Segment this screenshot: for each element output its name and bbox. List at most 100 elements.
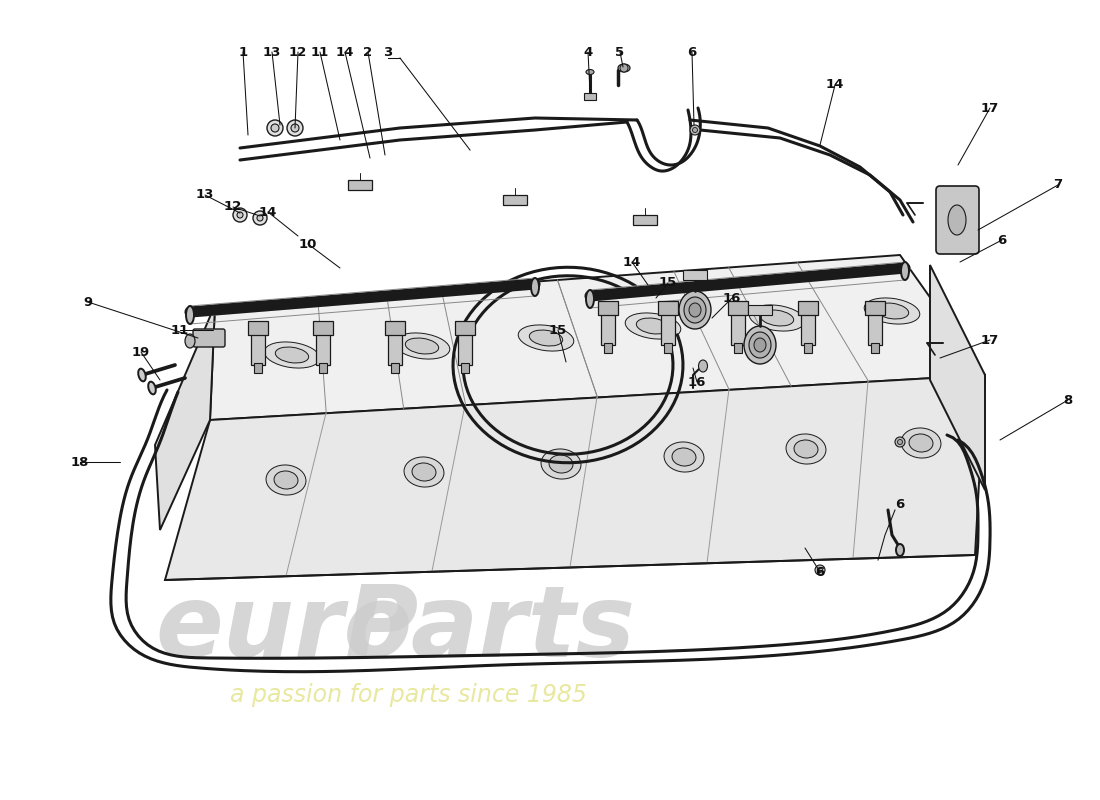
Text: 6: 6 bbox=[688, 46, 696, 58]
Text: a passion for parts since 1985: a passion for parts since 1985 bbox=[230, 683, 587, 707]
Bar bbox=[251, 325, 265, 365]
Bar bbox=[804, 343, 812, 353]
Circle shape bbox=[620, 64, 628, 72]
Bar bbox=[734, 343, 742, 353]
Ellipse shape bbox=[749, 332, 771, 358]
Text: 16: 16 bbox=[688, 375, 706, 389]
Bar bbox=[798, 301, 818, 315]
Ellipse shape bbox=[549, 455, 573, 473]
Text: 15: 15 bbox=[549, 323, 568, 337]
Ellipse shape bbox=[529, 330, 563, 346]
Bar bbox=[458, 325, 472, 365]
Ellipse shape bbox=[672, 448, 696, 466]
Ellipse shape bbox=[541, 449, 581, 479]
Ellipse shape bbox=[865, 298, 920, 324]
Ellipse shape bbox=[531, 278, 539, 296]
Bar bbox=[871, 343, 879, 353]
Circle shape bbox=[895, 437, 905, 447]
Bar bbox=[604, 343, 612, 353]
Bar bbox=[658, 301, 678, 315]
Ellipse shape bbox=[148, 382, 156, 394]
Text: 15: 15 bbox=[659, 277, 678, 290]
Ellipse shape bbox=[586, 290, 594, 308]
Bar bbox=[661, 305, 675, 345]
Bar bbox=[683, 270, 707, 280]
Text: 14: 14 bbox=[336, 46, 354, 58]
FancyBboxPatch shape bbox=[192, 329, 226, 347]
Text: 19: 19 bbox=[132, 346, 150, 358]
Bar bbox=[316, 325, 330, 365]
Ellipse shape bbox=[698, 360, 707, 372]
Text: 1: 1 bbox=[239, 46, 248, 58]
Bar bbox=[385, 321, 405, 335]
Ellipse shape bbox=[679, 291, 711, 329]
Polygon shape bbox=[210, 255, 984, 420]
Ellipse shape bbox=[744, 326, 775, 364]
Ellipse shape bbox=[404, 457, 444, 487]
Text: 12: 12 bbox=[289, 46, 307, 58]
Circle shape bbox=[233, 208, 248, 222]
Circle shape bbox=[898, 439, 902, 445]
Text: 18: 18 bbox=[70, 455, 89, 469]
Bar bbox=[455, 321, 475, 335]
Ellipse shape bbox=[186, 306, 194, 324]
Ellipse shape bbox=[749, 305, 805, 331]
Text: 16: 16 bbox=[723, 291, 741, 305]
Text: 17: 17 bbox=[981, 102, 999, 114]
Bar bbox=[461, 363, 469, 373]
Bar bbox=[601, 305, 615, 345]
Text: euro: euro bbox=[155, 582, 412, 678]
Bar bbox=[314, 321, 333, 335]
Ellipse shape bbox=[948, 205, 966, 235]
Bar bbox=[732, 305, 745, 345]
Ellipse shape bbox=[412, 463, 436, 481]
Ellipse shape bbox=[274, 471, 298, 489]
Bar bbox=[748, 305, 772, 315]
Polygon shape bbox=[155, 305, 214, 530]
Text: 11: 11 bbox=[311, 46, 329, 58]
Bar bbox=[319, 363, 327, 373]
Ellipse shape bbox=[876, 303, 909, 319]
Bar bbox=[868, 305, 882, 345]
Bar bbox=[388, 325, 401, 365]
Circle shape bbox=[253, 211, 267, 225]
Text: 14: 14 bbox=[258, 206, 277, 218]
Polygon shape bbox=[930, 265, 984, 490]
Bar bbox=[598, 301, 618, 315]
Circle shape bbox=[236, 212, 243, 218]
Bar bbox=[248, 321, 268, 335]
Ellipse shape bbox=[139, 369, 146, 382]
Ellipse shape bbox=[266, 465, 306, 495]
Ellipse shape bbox=[518, 325, 574, 351]
Text: 9: 9 bbox=[84, 295, 92, 309]
Circle shape bbox=[271, 124, 279, 132]
FancyBboxPatch shape bbox=[936, 186, 979, 254]
Circle shape bbox=[815, 565, 825, 575]
Ellipse shape bbox=[909, 434, 933, 452]
Bar bbox=[632, 215, 657, 225]
Ellipse shape bbox=[754, 338, 766, 352]
Bar bbox=[348, 180, 372, 190]
Circle shape bbox=[817, 567, 823, 573]
Ellipse shape bbox=[185, 334, 195, 348]
Circle shape bbox=[690, 125, 700, 135]
Ellipse shape bbox=[901, 262, 909, 280]
Ellipse shape bbox=[896, 544, 904, 556]
Text: 4: 4 bbox=[583, 46, 593, 58]
Circle shape bbox=[267, 120, 283, 136]
Bar bbox=[664, 343, 672, 353]
Text: 7: 7 bbox=[1054, 178, 1063, 191]
Text: 3: 3 bbox=[384, 46, 393, 58]
Bar bbox=[865, 301, 886, 315]
Bar bbox=[801, 305, 815, 345]
Text: 13: 13 bbox=[263, 46, 282, 58]
Ellipse shape bbox=[684, 297, 706, 323]
Text: 6: 6 bbox=[815, 566, 825, 578]
Ellipse shape bbox=[689, 303, 701, 317]
Circle shape bbox=[693, 127, 697, 133]
Ellipse shape bbox=[636, 318, 670, 334]
Bar bbox=[728, 301, 748, 315]
Text: 10: 10 bbox=[299, 238, 317, 250]
Ellipse shape bbox=[786, 434, 826, 464]
Text: 17: 17 bbox=[981, 334, 999, 346]
